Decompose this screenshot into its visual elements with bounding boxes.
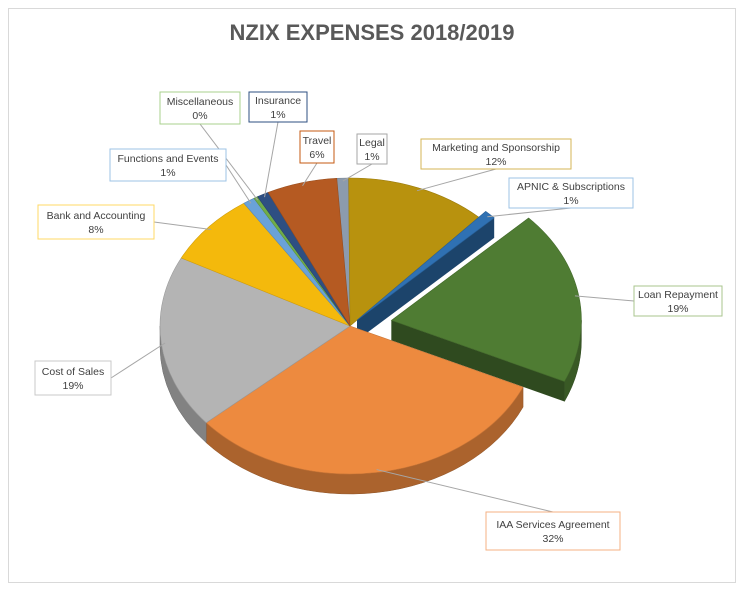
data-label-value: 32% bbox=[542, 533, 563, 545]
leader-lines bbox=[110, 121, 635, 513]
data-label-value: 1% bbox=[563, 195, 578, 207]
data-label-box bbox=[299, 130, 335, 164]
data-label-value: 8% bbox=[88, 224, 103, 236]
slice-travel bbox=[267, 178, 351, 327]
data-label-box bbox=[356, 133, 388, 165]
data-label-bank-and-accounting: Bank and Accounting 8% bbox=[37, 204, 155, 240]
data-label-value: 1% bbox=[160, 167, 175, 179]
data-label-name: Bank and Accounting bbox=[47, 210, 146, 222]
slice-marketing-and-sponsorship bbox=[348, 177, 480, 327]
data-label-name: IAA Services Agreement bbox=[496, 519, 609, 531]
data-label-miscellaneous: Miscellaneous 0% bbox=[159, 91, 241, 125]
data-label-loan-repayment: Loan Repayment 19% bbox=[633, 285, 723, 317]
data-label-box bbox=[633, 285, 723, 317]
slice-cost-of-sales bbox=[159, 257, 351, 424]
data-label-legal: Legal 1% bbox=[356, 133, 388, 165]
leader-insurance bbox=[264, 121, 279, 198]
leader-loan-repayment bbox=[574, 295, 635, 302]
leader-legal bbox=[342, 163, 373, 182]
data-label-value: 12% bbox=[485, 156, 506, 168]
data-label-name: Cost of Sales bbox=[42, 366, 104, 378]
leader-travel bbox=[302, 162, 318, 187]
data-label-functions-and-events: Functions and Events 1% bbox=[109, 148, 227, 182]
leader-functions-and-events bbox=[225, 164, 252, 204]
data-label-value: 0% bbox=[192, 110, 207, 122]
data-label-box bbox=[37, 204, 155, 240]
data-label-marketing-and-sponsorship: Marketing and Sponsorship 12% bbox=[420, 138, 572, 170]
data-label-box bbox=[420, 138, 572, 170]
slice-edge-apnic-and-subscriptions-1 bbox=[357, 217, 495, 341]
leader-miscellaneous bbox=[199, 123, 259, 201]
data-label-insurance: Insurance 1% bbox=[248, 91, 308, 123]
slice-apnic-and-subscriptions bbox=[356, 211, 495, 321]
data-label-cost-of-sales: Cost of Sales 19% bbox=[34, 360, 112, 396]
slice-loan-repayment bbox=[390, 217, 582, 382]
data-label-name: Insurance bbox=[255, 95, 301, 107]
slice-iaa-services-agreement bbox=[205, 325, 524, 475]
data-label-value: 19% bbox=[667, 303, 688, 315]
slice-bank-and-accounting bbox=[180, 202, 351, 327]
leader-cost-of-sales bbox=[110, 342, 166, 379]
data-label-value: 1% bbox=[364, 151, 379, 163]
data-label-name: Functions and Events bbox=[118, 153, 219, 165]
data-label-name: Miscellaneous bbox=[167, 96, 234, 108]
data-label-value: 1% bbox=[270, 109, 285, 121]
data-label-iaa-services-agreement: IAA Services Agreement 32% bbox=[485, 511, 621, 551]
data-label-value: 19% bbox=[62, 380, 83, 392]
data-label-apnic-and-subscriptions: APNIC & Subscriptions 1% bbox=[508, 177, 634, 209]
data-label-box bbox=[485, 511, 621, 551]
leader-marketing-and-sponsorship bbox=[416, 168, 497, 192]
data-label-value: 6% bbox=[309, 149, 324, 161]
data-label-box bbox=[248, 91, 308, 123]
data-label-name: Loan Repayment bbox=[638, 289, 718, 301]
data-label-name: APNIC & Subscriptions bbox=[517, 181, 625, 193]
data-label-box bbox=[159, 91, 241, 125]
slice-edge-loan-repayment-1 bbox=[391, 320, 565, 402]
chart-title: NZIX EXPENSES 2018/2019 bbox=[230, 20, 515, 45]
leader-bank-and-accounting bbox=[153, 221, 212, 231]
data-label-box bbox=[34, 360, 112, 396]
data-label-name: Travel bbox=[303, 135, 332, 147]
leader-apnic-and-subscriptions bbox=[487, 207, 572, 218]
pie-slices bbox=[159, 177, 582, 475]
data-label-box bbox=[508, 177, 634, 209]
data-label-travel: Travel 6% bbox=[299, 130, 335, 164]
data-label-name: Legal bbox=[359, 137, 385, 149]
leader-iaa-services-agreement bbox=[376, 469, 554, 513]
data-label-name: Marketing and Sponsorship bbox=[432, 142, 560, 154]
data-label-box bbox=[109, 148, 227, 182]
